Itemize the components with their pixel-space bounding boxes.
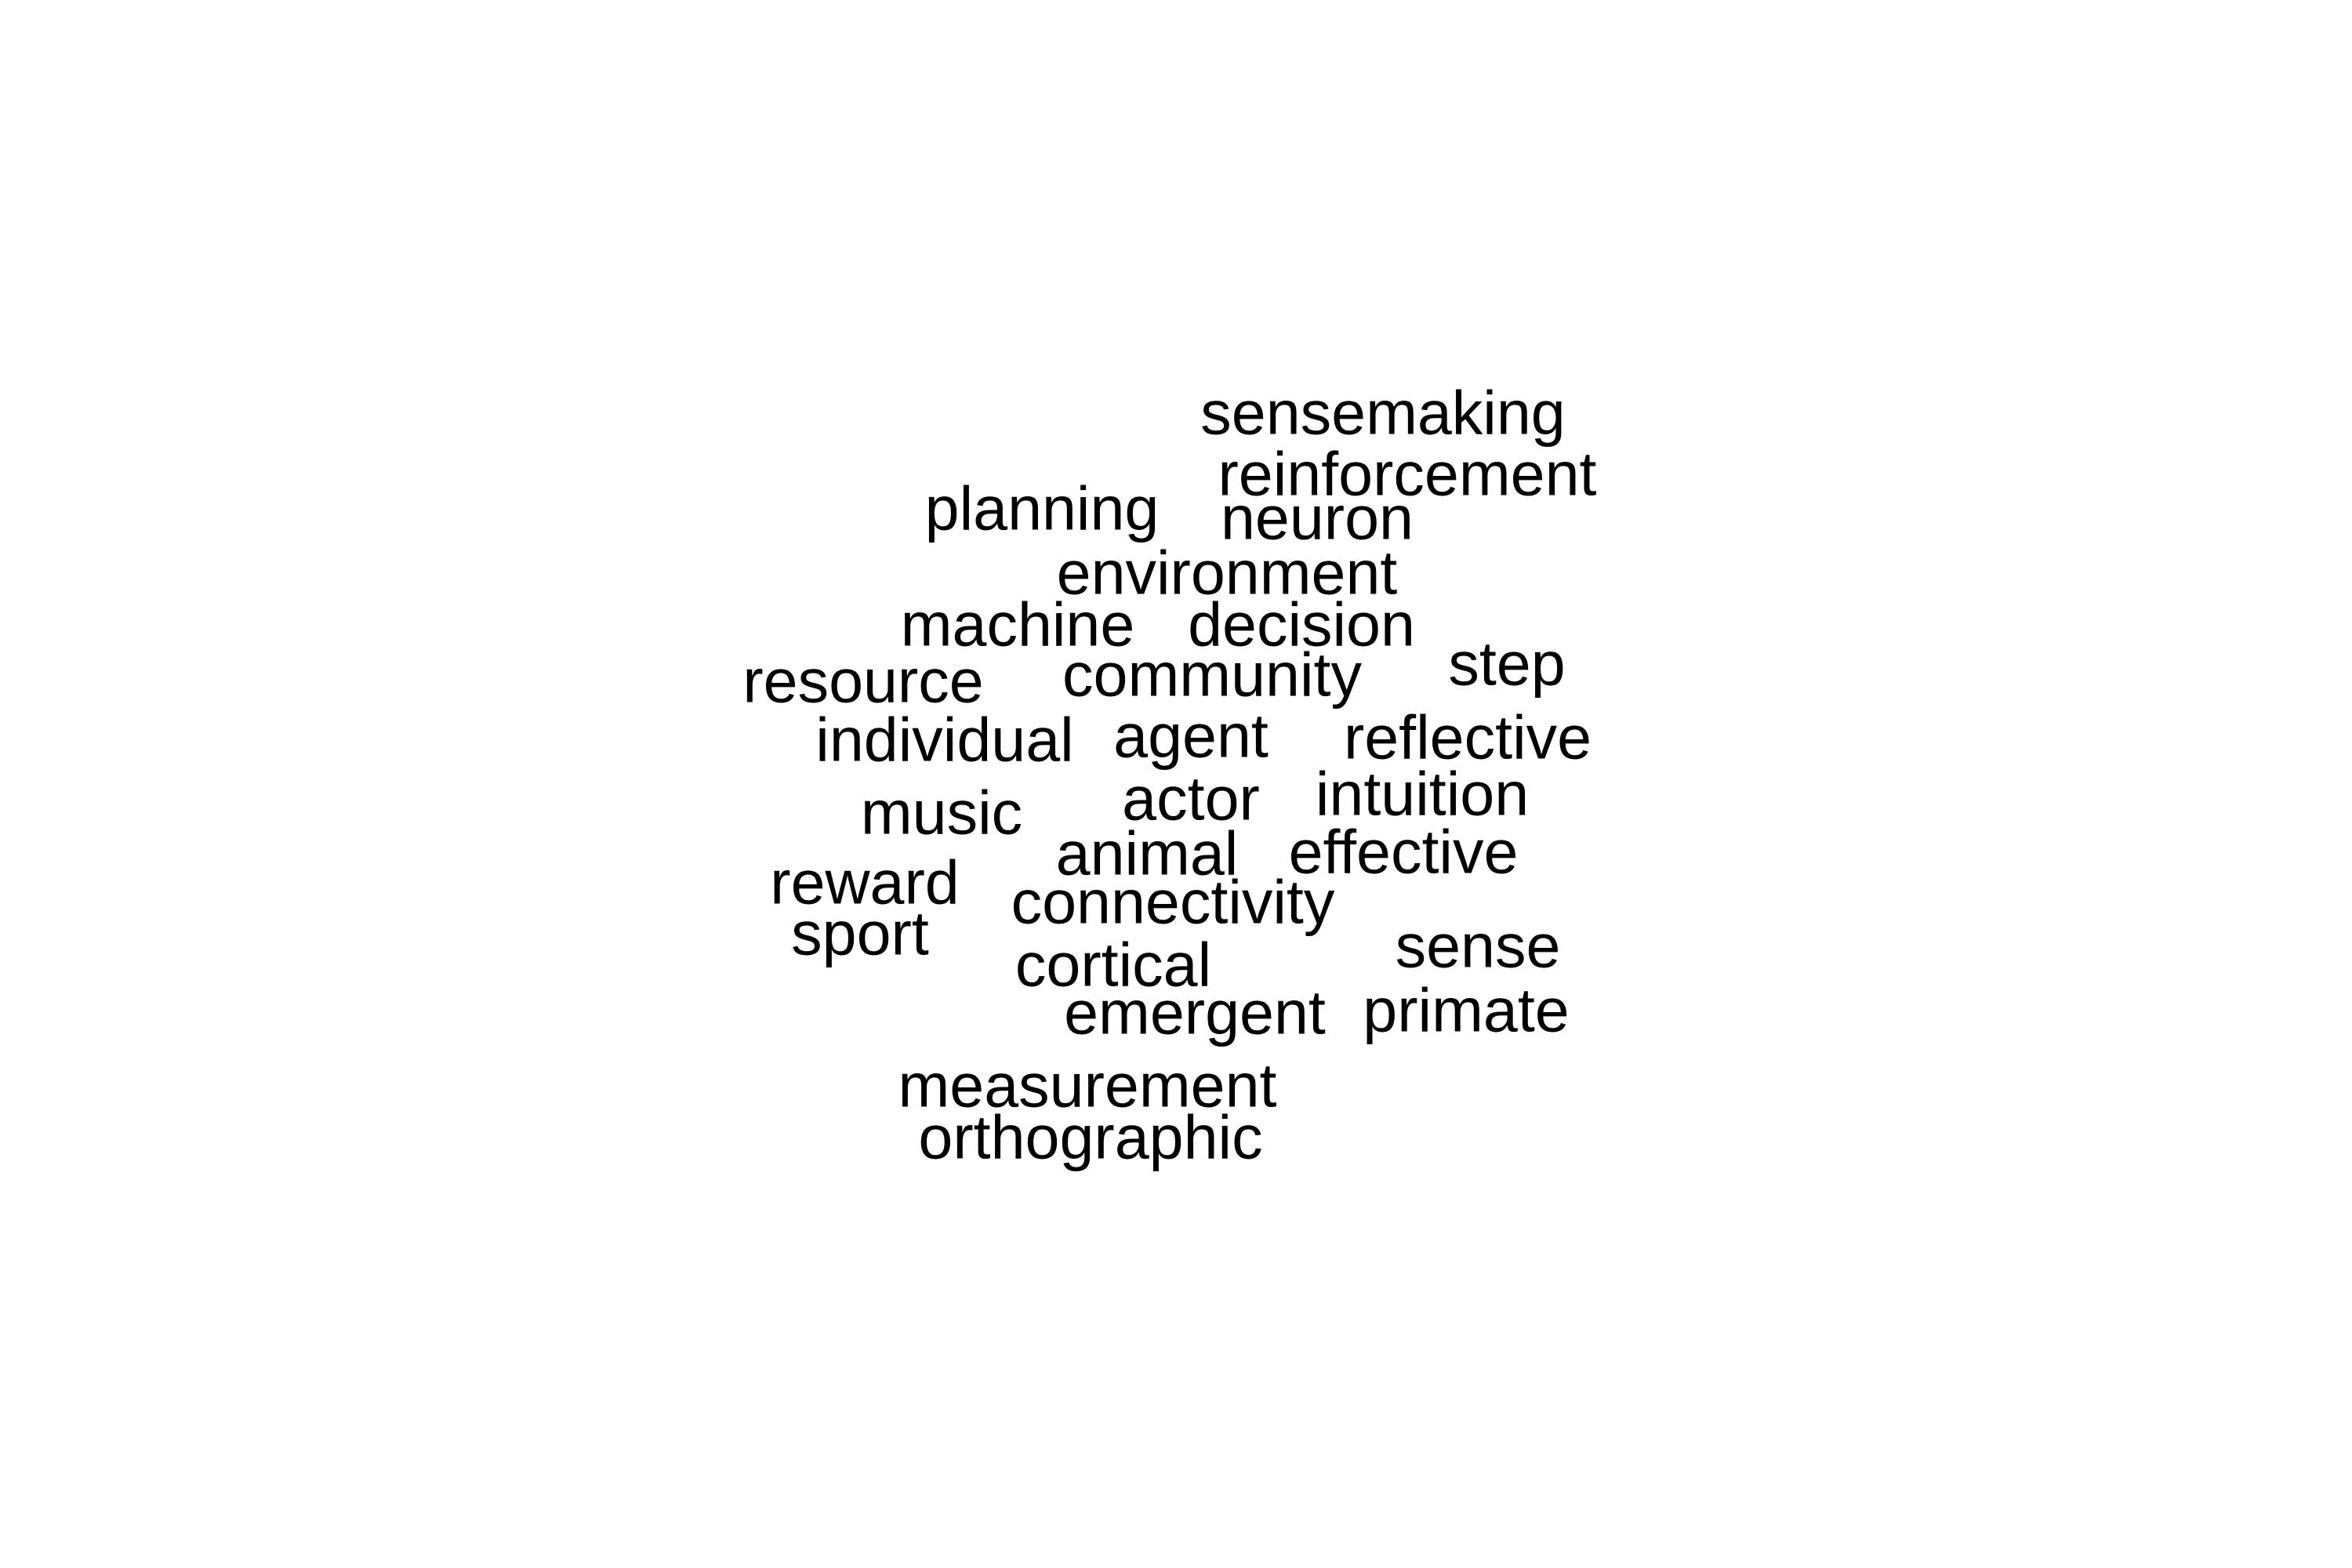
word-primate: primate <box>1363 975 1570 1045</box>
word-environment: environment <box>1056 537 1398 608</box>
word-sensemaking: sensemaking <box>1200 377 1566 448</box>
word-decision: decision <box>1188 589 1415 659</box>
word-planning: planning <box>924 473 1160 543</box>
word-agent: agent <box>1113 700 1269 771</box>
word-intuition: intuition <box>1315 758 1530 829</box>
word-measurement: measurement <box>898 1050 1277 1120</box>
word-reinforcement: reinforcement <box>1218 438 1597 509</box>
word-connectivity: connectivity <box>1011 866 1335 937</box>
word-community: community <box>1062 639 1362 710</box>
word-neuron: neuron <box>1221 482 1414 553</box>
word-sense: sense <box>1395 910 1561 981</box>
word-animal: animal <box>1055 818 1239 888</box>
word-emergent: emergent <box>1064 977 1326 1047</box>
word-individual: individual <box>815 704 1074 775</box>
word-step: step <box>1448 628 1566 699</box>
word-sport: sport <box>791 898 929 968</box>
word-cortical: cortical <box>1014 929 1212 1000</box>
word-resource: resource <box>742 645 984 716</box>
word-effective: effective <box>1288 816 1519 887</box>
word-actor: actor <box>1122 763 1260 833</box>
word-music: music <box>860 777 1023 848</box>
word-reflective: reflective <box>1343 702 1592 772</box>
word-orthographic: orthographic <box>918 1102 1263 1172</box>
word-reward: reward <box>770 847 960 917</box>
word-machine: machine <box>900 589 1135 659</box>
